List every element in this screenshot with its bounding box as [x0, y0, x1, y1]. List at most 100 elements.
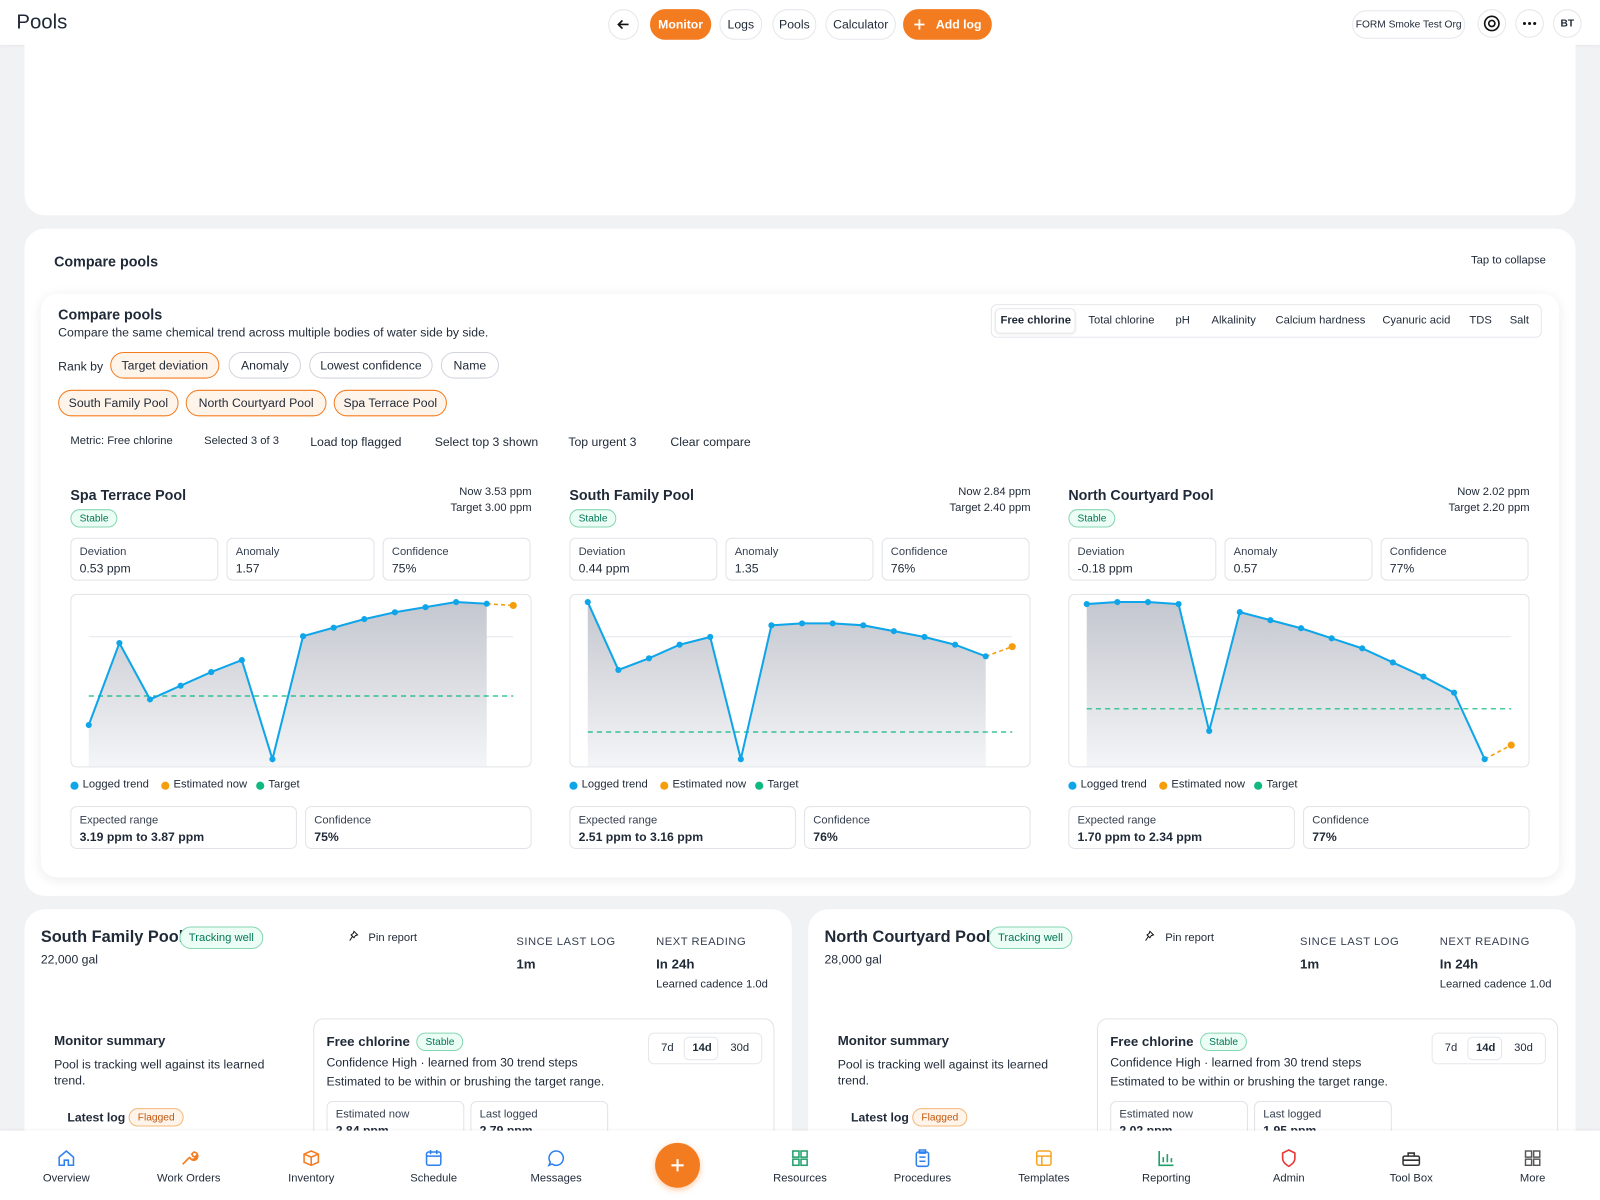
plus-icon	[671, 1159, 684, 1172]
nav-item[interactable]: Overview	[15, 1131, 117, 1200]
range-tab[interactable]: 30d	[730, 1041, 750, 1055]
confidence-value: 76%	[813, 829, 838, 844]
next-note: Learned cadence 1.0d	[1439, 978, 1552, 991]
stat-label: Confidence	[890, 545, 948, 559]
metric-selected	[994, 308, 1076, 334]
nav-pill[interactable]: Logs	[719, 9, 763, 40]
range-selected	[1467, 1036, 1503, 1061]
nav-item[interactable]: Schedule	[383, 1131, 485, 1200]
metric-tab[interactable]: Calcium hardness	[1275, 314, 1366, 327]
nav-item[interactable]: Work Orders	[138, 1131, 240, 1200]
nav-icon	[912, 1148, 932, 1168]
nav-icon-svg	[1402, 1152, 1421, 1167]
nav-item[interactable]: Reporting	[1115, 1131, 1217, 1200]
metric-tab[interactable]: pH	[1175, 314, 1190, 327]
confidence-value: 75%	[314, 829, 339, 844]
add-button[interactable]	[655, 1142, 700, 1188]
trend-point	[860, 622, 867, 629]
nav-pill[interactable]: Monitor	[649, 9, 712, 40]
card-name: Spa Terrace Pool	[70, 486, 187, 504]
estimate-point	[509, 601, 517, 610]
nav-pill[interactable]: Add log	[903, 9, 992, 40]
card-target: Target 2.20 ppm	[1448, 502, 1530, 515]
card-now: Now 3.53 ppm	[459, 485, 532, 498]
avatar[interactable]: BT	[1553, 9, 1582, 38]
metric-tab[interactable]: TDS	[1469, 314, 1492, 327]
collapse-toggle[interactable]: Tap to collapse	[1471, 254, 1546, 267]
pool-chip[interactable]: North Courtyard Pool	[185, 389, 327, 417]
nav-pill[interactable]: Pools	[772, 9, 817, 40]
nav-item[interactable]: Messages	[505, 1131, 607, 1200]
trend-point	[330, 624, 337, 631]
nav-icon	[301, 1148, 321, 1168]
nav-pill[interactable]: Calculator	[825, 9, 896, 40]
trend-point	[177, 682, 184, 689]
legend-label: Logged trend	[1080, 778, 1147, 791]
legend-dot	[161, 781, 170, 790]
legend-dot	[569, 781, 578, 790]
pool-chip[interactable]: South Family Pool	[58, 389, 179, 417]
metric-name: Free chlorine	[1110, 1033, 1194, 1049]
metric-tab[interactable]: Total chlorine	[1088, 314, 1155, 327]
nav-item[interactable]: Inventory	[260, 1131, 362, 1200]
trend-point	[768, 622, 775, 629]
nav-item[interactable]: Tool Box	[1360, 1131, 1462, 1200]
stat-value: 1.35	[734, 561, 759, 576]
metric-tab[interactable]: Salt	[1509, 314, 1530, 327]
pool-chip[interactable]: Spa Terrace Pool	[333, 389, 447, 417]
metric-tab[interactable]: Alkalinity	[1211, 314, 1256, 327]
nav-icon-svg	[1281, 1149, 1296, 1168]
toolbar-item: Metric: Free chlorine	[70, 434, 173, 447]
pin-icon-svg	[1145, 930, 1155, 941]
toolbar-item[interactable]: Clear compare	[670, 434, 751, 449]
toolbar-item[interactable]: Top urgent 3	[568, 434, 637, 449]
nav-item-label: Messages	[530, 1172, 582, 1185]
nav-item[interactable]: More	[1482, 1131, 1584, 1200]
trend-point	[890, 628, 897, 635]
nav-item[interactable]: Resources	[749, 1131, 851, 1200]
toolbar-item[interactable]: Load top flagged	[310, 434, 402, 449]
next-value: In 24h	[1439, 956, 1479, 972]
nav-icon-svg	[1524, 1150, 1541, 1167]
pin-report[interactable]: Pin report	[1165, 931, 1214, 944]
pool-name: North Courtyard Pool	[824, 928, 991, 946]
range-tab[interactable]: 30d	[1514, 1041, 1533, 1055]
metric-badge: Stable	[1199, 1032, 1248, 1052]
metric-name: Free chlorine	[326, 1033, 410, 1049]
nav-item[interactable]: Admin	[1238, 1131, 1340, 1200]
metric-tab[interactable]: Free chlorine	[1000, 314, 1071, 327]
org-switcher[interactable]: FORM Smoke Test Org	[1352, 10, 1466, 39]
range-box: Expected range 3.19 ppm to 3.87 ppm	[70, 806, 297, 849]
help-button[interactable]	[1477, 9, 1507, 38]
stat-label: Confidence	[1389, 545, 1447, 559]
confidence-label: Confidence	[813, 814, 871, 827]
nav-icon-svg	[182, 1151, 199, 1165]
since-value: 1m	[1299, 956, 1320, 972]
toolbar-item[interactable]: Select top 3 shown	[434, 434, 539, 449]
range-tab[interactable]: 7d	[1444, 1041, 1458, 1055]
compare-title: Compare pools	[58, 306, 163, 323]
range-tab[interactable]: 14d	[1476, 1041, 1496, 1055]
more-button[interactable]	[1515, 9, 1544, 38]
range-tab[interactable]: 7d	[661, 1041, 674, 1055]
trend-point	[299, 633, 307, 640]
nav-item[interactable]: Procedures	[871, 1131, 973, 1200]
stat-label: Anomaly	[734, 545, 779, 559]
legend-label: Target	[268, 778, 300, 791]
nav-item[interactable]: Templates	[993, 1131, 1095, 1200]
pin-report[interactable]: Pin report	[368, 931, 418, 944]
rank-option[interactable]: Target deviation	[110, 352, 220, 379]
stat-box: Confidence 76%	[881, 537, 1030, 581]
trend-area	[1086, 602, 1485, 767]
status-badge: Stable	[1068, 509, 1116, 528]
next-label: NEXT READING	[1439, 935, 1530, 948]
nav-item-label: Tool Box	[1389, 1172, 1433, 1185]
rank-option[interactable]: Anomaly	[228, 352, 302, 379]
back-button[interactable]	[608, 9, 639, 40]
trend-point	[238, 657, 245, 664]
nav-icon	[1522, 1148, 1542, 1168]
rank-option[interactable]: Lowest confidence	[309, 352, 433, 379]
metric-tab[interactable]: Cyanuric acid	[1382, 314, 1451, 327]
range-tab[interactable]: 14d	[692, 1041, 712, 1055]
rank-option[interactable]: Name	[440, 352, 499, 379]
